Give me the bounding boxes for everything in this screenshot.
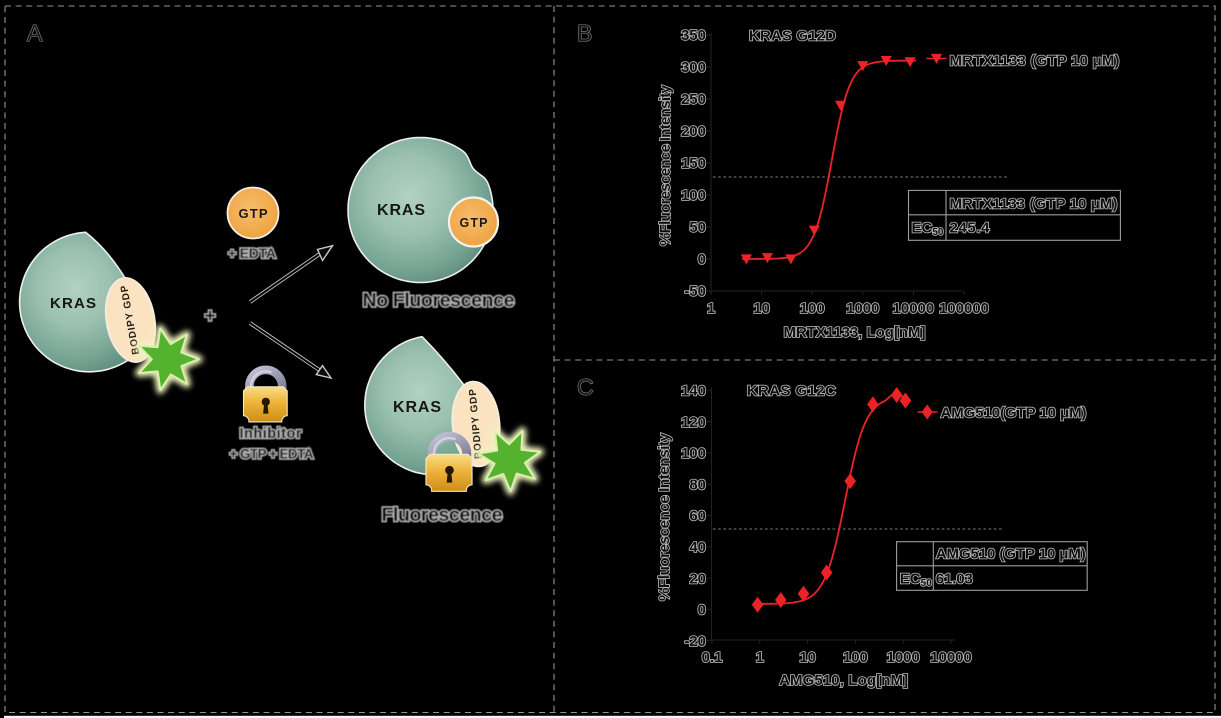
- svg-text:KRAS G12D: KRAS G12D: [749, 28, 836, 45]
- svg-text:245.4: 245.4: [950, 220, 991, 237]
- svg-text:+: +: [204, 306, 215, 327]
- svg-text:B: B: [577, 20, 592, 46]
- svg-text:1: 1: [707, 300, 715, 317]
- svg-text:100: 100: [681, 187, 706, 204]
- svg-text:KRAS: KRAS: [50, 295, 96, 312]
- svg-text:AMG510(GTP 10 μM): AMG510(GTP 10 μM): [941, 405, 1087, 422]
- svg-text:300: 300: [681, 59, 706, 76]
- svg-text:40: 40: [689, 539, 706, 556]
- svg-text:MRTX1133 (GTP 10 μM): MRTX1133 (GTP 10 μM): [950, 196, 1118, 213]
- svg-text:MRTX1133, Log[nM]: MRTX1133, Log[nM]: [784, 324, 926, 341]
- svg-text:10000: 10000: [930, 649, 972, 666]
- svg-text:KRAS: KRAS: [377, 202, 425, 219]
- svg-text:250: 250: [681, 91, 706, 108]
- svg-text:140: 140: [681, 383, 706, 400]
- svg-text:0.1: 0.1: [702, 649, 723, 666]
- svg-text:120: 120: [681, 414, 706, 431]
- svg-text:80: 80: [689, 476, 706, 493]
- svg-text:A: A: [27, 20, 43, 46]
- svg-text:1: 1: [756, 649, 764, 666]
- svg-text:60: 60: [689, 508, 706, 525]
- svg-text:MRTX1133 (GTP 10 μM): MRTX1133 (GTP 10 μM): [950, 53, 1120, 70]
- svg-text:AMG510, Log[nM]: AMG510, Log[nM]: [779, 672, 908, 689]
- svg-text:%Fluorescence Intensity: %Fluorescence Intensity: [656, 432, 673, 601]
- svg-text:%Fluorescence Intensity: %Fluorescence Intensity: [657, 84, 674, 246]
- svg-text:EC50: EC50: [912, 220, 944, 239]
- svg-text:150: 150: [681, 155, 706, 172]
- svg-text:200: 200: [681, 123, 706, 140]
- svg-text:61.03: 61.03: [936, 571, 973, 588]
- svg-text:0: 0: [698, 602, 706, 619]
- svg-text:1000: 1000: [887, 649, 920, 666]
- svg-text:350: 350: [681, 27, 706, 44]
- svg-text:C: C: [577, 374, 594, 400]
- svg-text:20: 20: [689, 570, 706, 587]
- svg-text:50: 50: [689, 219, 706, 236]
- svg-text:0: 0: [698, 251, 706, 268]
- svg-text:100: 100: [681, 445, 706, 462]
- svg-text:100: 100: [800, 300, 825, 317]
- svg-text:100: 100: [843, 649, 868, 666]
- svg-text:KRAS: KRAS: [393, 399, 441, 416]
- svg-text:+ GTP + EDTA: + GTP + EDTA: [230, 447, 314, 462]
- svg-text:10000: 10000: [893, 300, 935, 317]
- svg-text:AMG510 (GTP 10 μM): AMG510 (GTP 10 μM): [936, 546, 1086, 563]
- svg-text:10: 10: [753, 300, 770, 317]
- svg-text:No Fluorescence: No Fluorescence: [363, 290, 515, 312]
- svg-text:KRAS G12C: KRAS G12C: [747, 383, 836, 400]
- svg-text:1000: 1000: [846, 300, 879, 317]
- svg-text:-50: -50: [684, 283, 706, 300]
- svg-text:Inhibitor: Inhibitor: [240, 426, 302, 442]
- svg-text:100000: 100000: [939, 300, 989, 317]
- svg-text:EC50: EC50: [900, 571, 932, 590]
- svg-text:-20: -20: [684, 633, 706, 650]
- svg-text:GTP: GTP: [460, 216, 488, 230]
- svg-text:+ EDTA: + EDTA: [228, 245, 276, 261]
- svg-text:Fluorescence: Fluorescence: [382, 504, 503, 526]
- svg-text:GTP: GTP: [239, 206, 268, 221]
- svg-text:10: 10: [799, 649, 816, 666]
